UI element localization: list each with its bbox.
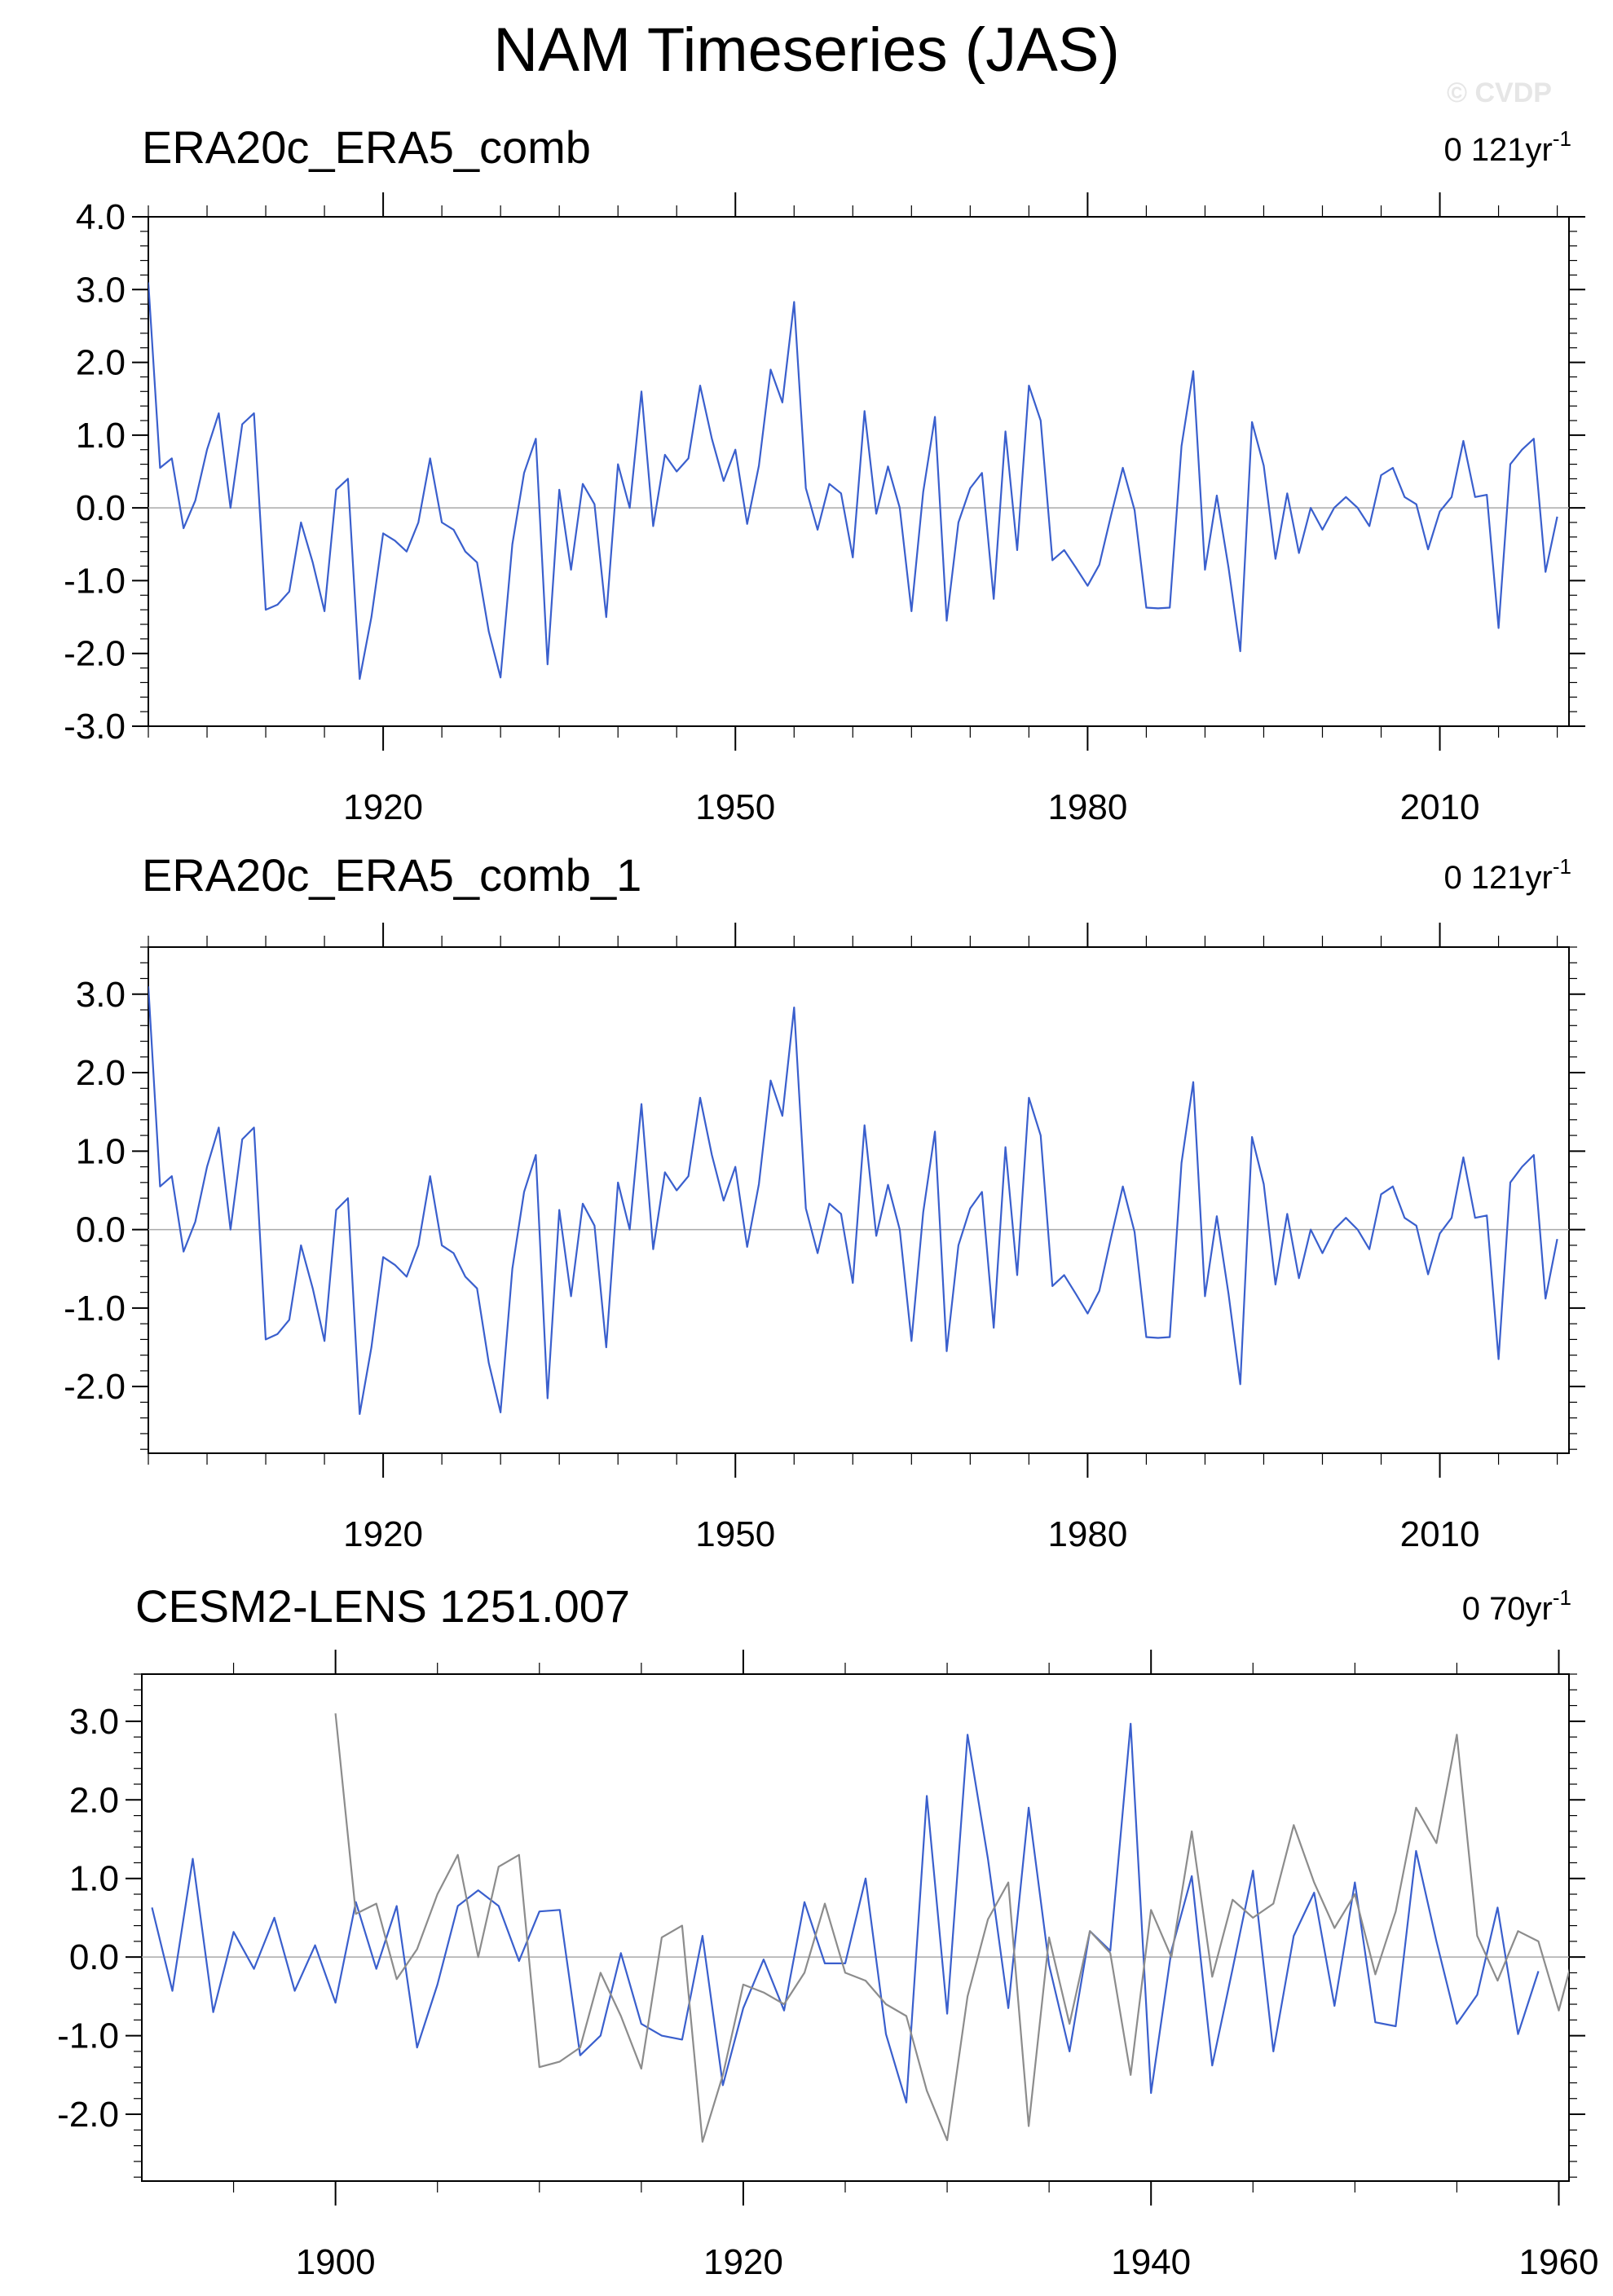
y-tick-label: -1.0 (64, 1289, 126, 1329)
chart-title: ERA20c_ERA5_comb_1 (142, 849, 641, 901)
x-tick-label: 1950 (695, 787, 775, 827)
x-tick-label: 1920 (343, 1514, 423, 1554)
x-tick-label: 1900 (296, 2242, 376, 2282)
chart-subtitle: 0 70yr-1 (1462, 1585, 1571, 1627)
y-tick-label: -2.0 (64, 1367, 126, 1407)
series-line-1 (148, 282, 1558, 681)
y-tick-label: 1.0 (69, 1859, 119, 1899)
x-tick-label: 1940 (1111, 2242, 1191, 2282)
x-tick-label: 2010 (1400, 787, 1480, 827)
y-tick-label: -3.0 (64, 707, 126, 747)
series-line-2 (334, 1713, 1569, 2143)
chart-panel-2: -2.0 -1.0 0.0 1.0 2.0 3.0 1920 1950 1980 2010 ERA2… (64, 849, 1585, 1554)
plot-frame (148, 216, 1570, 727)
y-tick-label: -1.0 (64, 561, 126, 601)
chart-subtitle: 0 121yr-1 (1443, 854, 1571, 896)
x-tick-label: 1920 (343, 787, 423, 827)
page-title: NAM Timeseries (JAS) (493, 15, 1120, 85)
x-tick-label: 1950 (695, 1514, 775, 1554)
x-tick-label: 1920 (703, 2242, 783, 2282)
y-tick-label: 0.0 (69, 1937, 119, 1977)
plot-frame (148, 946, 1570, 1454)
y-tick-label: 1.0 (76, 1131, 126, 1171)
chart-title: ERA20c_ERA5_comb (142, 121, 591, 173)
cvdp-watermark: © CVDP (1447, 77, 1552, 108)
y-tick-label: 3.0 (76, 975, 126, 1015)
chart-title: CESM2-LENS 1251.007 (135, 1580, 630, 1632)
y-tick-label: 2.0 (76, 1053, 126, 1093)
y-tick-label: 1.0 (76, 416, 126, 456)
chart-panel-1: -3.0 -2.0 -1.0 0.0 1.0 2.0 3.0 4.0 1920 1950 1980 2… (64, 121, 1585, 827)
y-tick-label: 4.0 (76, 197, 126, 237)
x-tick-label: 1960 (1519, 2242, 1599, 2282)
y-tick-label: -2.0 (57, 2095, 119, 2135)
y-tick-label: 3.0 (69, 1702, 119, 1742)
chart-subtitle: 0 121yr-1 (1443, 126, 1571, 168)
x-tick-label: 1980 (1047, 787, 1127, 827)
series-line-1 (151, 1722, 1540, 2104)
y-tick-label: 0.0 (76, 1210, 126, 1250)
y-tick-label: -1.0 (57, 2016, 119, 2056)
x-tick-label: 2010 (1400, 1514, 1480, 1554)
y-tick-label: -2.0 (64, 634, 126, 674)
y-tick-label: 3.0 (76, 270, 126, 310)
y-tick-label: 2.0 (69, 1780, 119, 1820)
series-line-1 (148, 986, 1558, 1416)
y-tick-label: 2.0 (76, 343, 126, 383)
y-tick-label: 0.0 (76, 488, 126, 528)
chart-panel-3: -2.0 -1.0 0.0 1.0 2.0 3.0 1900 1920 1940 1960 CESM… (57, 1580, 1598, 2282)
x-tick-label: 1980 (1047, 1514, 1127, 1554)
plot-frame (141, 1673, 1570, 2182)
